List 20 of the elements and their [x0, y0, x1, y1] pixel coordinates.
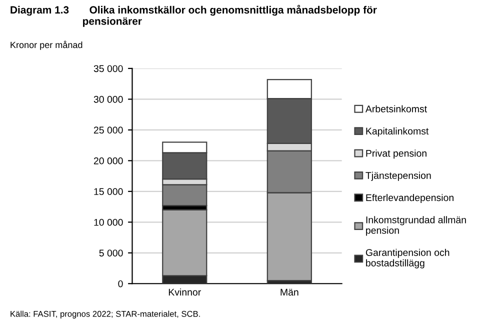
x-tick-label: Kvinnor: [168, 288, 201, 296]
text: Källa: FASIT, prognos 2022; STAR-materialet, SCB.: [10, 310, 200, 318]
y-axis-title: Kronor per månad: [10, 40, 82, 50]
y-tick-label: 20 000: [94, 157, 123, 164]
legend-label: Privat pension: [366, 150, 426, 159]
legend-label: Arbetsinkomst: [365, 105, 427, 112]
legend-label: Garantipension och bostadstillägg: [366, 248, 450, 268]
legend-label: Efterlevandepension: [366, 194, 454, 204]
y-tick-label: 15 000: [94, 188, 123, 196]
legend-label: Kapitalinkomst: [366, 127, 429, 136]
y-tick-label: 0: [118, 280, 123, 288]
y-tick-label: 10 000: [94, 218, 123, 226]
y-tick-label: 5 000: [99, 250, 123, 256]
chart-title: Diagram 1.3 Olika inkomstkällor och genomsnittliga månadsbelopp för pensionärer: [10, 4, 377, 27]
y-tick-label: 35 000: [94, 65, 123, 72]
x-tick-label: Män: [280, 288, 298, 296]
y-tick-label: 25 000: [94, 126, 123, 134]
legend-label: Tjänstepension: [366, 172, 431, 181]
legend-label: Inkomstgrundad allmän pension: [366, 216, 466, 236]
y-tick-label: 30 000: [94, 96, 123, 103]
